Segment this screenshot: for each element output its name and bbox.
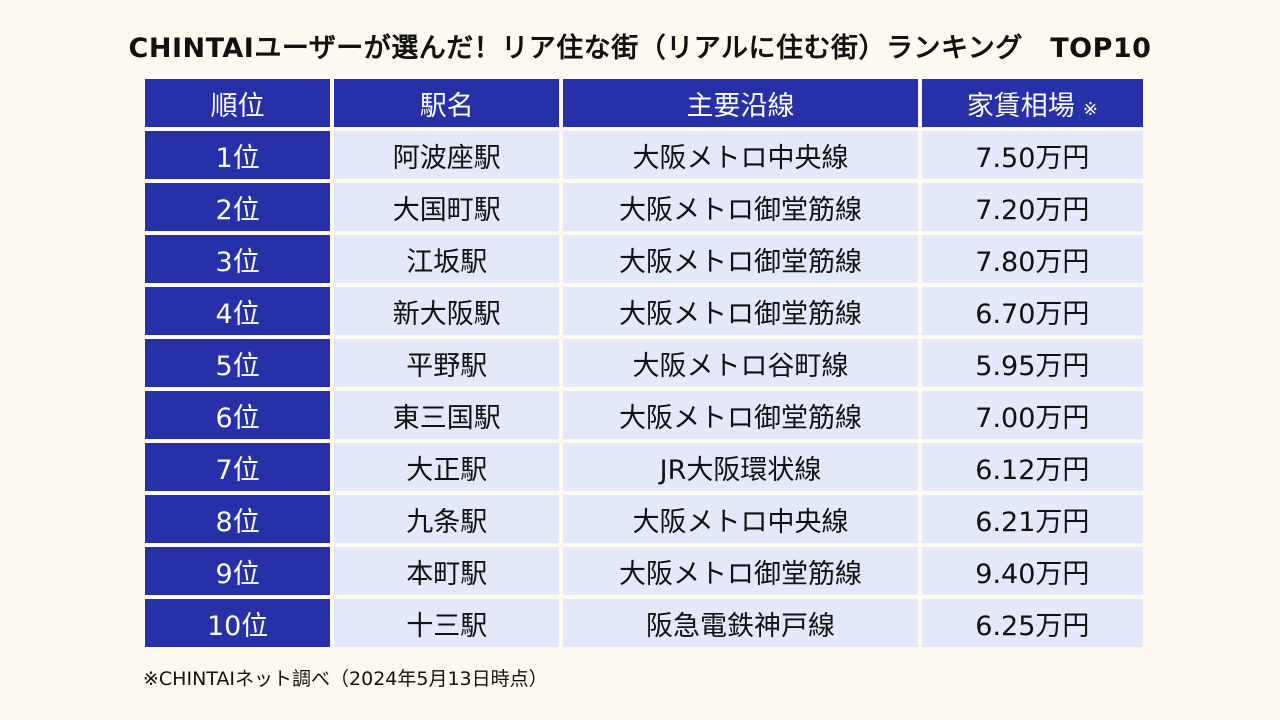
rank-cell: 6位 [145, 391, 331, 439]
rank-cell: 1位 [145, 131, 331, 179]
line-cell: 大阪メトロ御堂筋線 [563, 235, 918, 283]
table-row: 9位 本町駅 大阪メトロ御堂筋線 9.40万円 [145, 547, 1143, 595]
table-row: 2位 大国町駅 大阪メトロ御堂筋線 7.20万円 [145, 183, 1143, 231]
line-cell: 大阪メトロ御堂筋線 [563, 547, 918, 595]
rent-cell: 6.21万円 [921, 495, 1143, 543]
station-cell: 平野駅 [334, 339, 560, 387]
footnote: ※CHINTAIネット調べ（2024年5月13日時点） [143, 668, 548, 690]
station-cell: 大正駅 [334, 443, 560, 491]
table-header-row: 順位 駅名 主要沿線 家賃相場 ※ [145, 79, 1143, 127]
ranking-table: 順位 駅名 主要沿線 家賃相場 ※ 1位 阿波座駅 大阪メトロ中央線 7.50万円… [141, 75, 1147, 651]
line-cell: 大阪メトロ御堂筋線 [563, 287, 918, 335]
line-cell: 大阪メトロ中央線 [563, 131, 918, 179]
station-cell: 十三駅 [334, 599, 560, 647]
rank-cell: 7位 [145, 443, 331, 491]
header-rent-note-mark: ※ [1082, 98, 1098, 120]
line-cell: 大阪メトロ谷町線 [563, 339, 918, 387]
rent-cell: 9.40万円 [921, 547, 1143, 595]
line-cell: 阪急電鉄神戸線 [563, 599, 918, 647]
rent-cell: 7.00万円 [921, 391, 1143, 439]
rent-cell: 6.25万円 [921, 599, 1143, 647]
line-cell: 大阪メトロ中央線 [563, 495, 918, 543]
table-row: 5位 平野駅 大阪メトロ谷町線 5.95万円 [145, 339, 1143, 387]
table-row: 10位 十三駅 阪急電鉄神戸線 6.25万円 [145, 599, 1143, 647]
rank-cell: 9位 [145, 547, 331, 595]
table-row: 3位 江坂駅 大阪メトロ御堂筋線 7.80万円 [145, 235, 1143, 283]
table-row: 8位 九条駅 大阪メトロ中央線 6.21万円 [145, 495, 1143, 543]
table-row: 1位 阿波座駅 大阪メトロ中央線 7.50万円 [145, 131, 1143, 179]
station-cell: 大国町駅 [334, 183, 560, 231]
station-cell: 東三国駅 [334, 391, 560, 439]
rank-cell: 10位 [145, 599, 331, 647]
rank-cell: 8位 [145, 495, 331, 543]
header-rank: 順位 [145, 79, 331, 127]
rent-cell: 7.20万円 [921, 183, 1143, 231]
station-cell: 本町駅 [334, 547, 560, 595]
rank-cell: 4位 [145, 287, 331, 335]
line-cell: JR大阪環状線 [563, 443, 918, 491]
table-row: 4位 新大阪駅 大阪メトロ御堂筋線 6.70万円 [145, 287, 1143, 335]
rank-cell: 2位 [145, 183, 331, 231]
station-cell: 新大阪駅 [334, 287, 560, 335]
rent-cell: 6.70万円 [921, 287, 1143, 335]
station-cell: 江坂駅 [334, 235, 560, 283]
line-cell: 大阪メトロ御堂筋線 [563, 391, 918, 439]
page-title: CHINTAIユーザーが選んだ！リア住な街（リアルに住む街）ランキング TOP1… [128, 33, 1152, 64]
table-row: 7位 大正駅 JR大阪環状線 6.12万円 [145, 443, 1143, 491]
line-cell: 大阪メトロ御堂筋線 [563, 183, 918, 231]
header-rent-label: 家賃相場 [966, 90, 1075, 122]
rent-cell: 7.50万円 [921, 131, 1143, 179]
rank-cell: 5位 [145, 339, 331, 387]
station-cell: 阿波座駅 [334, 131, 560, 179]
station-cell: 九条駅 [334, 495, 560, 543]
rank-cell: 3位 [145, 235, 331, 283]
rent-cell: 5.95万円 [921, 339, 1143, 387]
table-row: 6位 東三国駅 大阪メトロ御堂筋線 7.00万円 [145, 391, 1143, 439]
header-station: 駅名 [334, 79, 560, 127]
header-rent: 家賃相場 ※ [921, 79, 1143, 127]
header-line: 主要沿線 [563, 79, 918, 127]
rent-cell: 7.80万円 [921, 235, 1143, 283]
rent-cell: 6.12万円 [921, 443, 1143, 491]
